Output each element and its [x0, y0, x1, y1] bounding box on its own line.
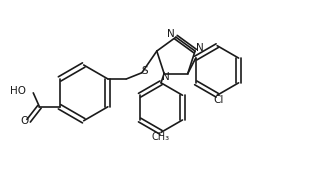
Text: N: N	[196, 43, 204, 53]
Text: Cl: Cl	[214, 95, 224, 105]
Text: N: N	[162, 72, 169, 82]
Text: HO: HO	[10, 86, 26, 96]
Text: N: N	[167, 29, 175, 39]
Text: CH₃: CH₃	[152, 132, 170, 142]
Text: O: O	[21, 116, 29, 126]
Text: S: S	[141, 66, 148, 76]
